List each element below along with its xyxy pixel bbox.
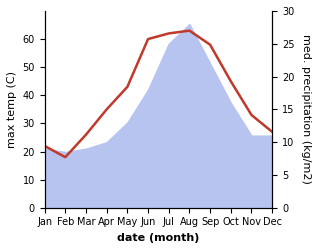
- Y-axis label: max temp (C): max temp (C): [7, 71, 17, 148]
- Y-axis label: med. precipitation (kg/m2): med. precipitation (kg/m2): [301, 34, 311, 184]
- X-axis label: date (month): date (month): [117, 233, 200, 243]
